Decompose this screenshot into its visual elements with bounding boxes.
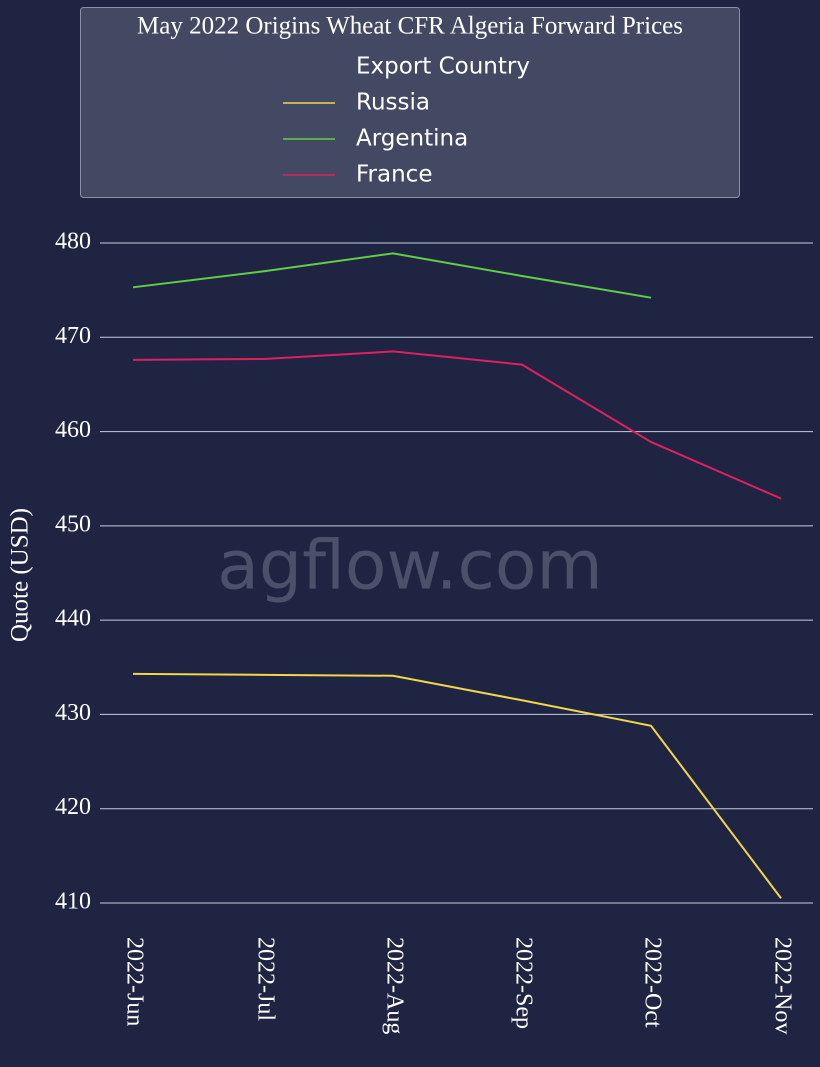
line <box>132 350 782 500</box>
x-tick-label: 2022-Jul <box>252 937 278 1021</box>
y-axis-label: Quote (USD) <box>7 508 34 642</box>
line <box>132 252 652 299</box>
x-tick-label: 2022-Sep <box>510 937 536 1029</box>
y-tick-label: 480 <box>55 229 91 255</box>
chart-title: May 2022 Origins Wheat CFR Algeria Forwa… <box>137 13 683 40</box>
watermark: agflow.com <box>217 527 603 606</box>
y-tick-label: 410 <box>55 889 91 915</box>
line <box>132 672 782 899</box>
y-tick-label: 440 <box>55 606 91 632</box>
legend-label: Argentina <box>356 126 468 152</box>
y-tick-label: 460 <box>55 417 91 443</box>
legend-title: Export Country <box>356 54 530 80</box>
legend-label: France <box>356 162 432 188</box>
y-tick-label: 450 <box>55 511 91 537</box>
x-tick-label: 2022-Nov <box>769 937 795 1034</box>
y-tick-label: 420 <box>55 794 91 820</box>
x-tick-label: 2022-Jun <box>121 937 147 1026</box>
y-tick-label: 470 <box>55 323 91 349</box>
legend-label: Russia <box>356 90 430 116</box>
legend-box <box>80 7 740 198</box>
x-tick-label: 2022-Oct <box>639 937 665 1028</box>
y-tick-label: 430 <box>55 700 91 726</box>
x-tick-label: 2022-Aug <box>381 937 407 1034</box>
